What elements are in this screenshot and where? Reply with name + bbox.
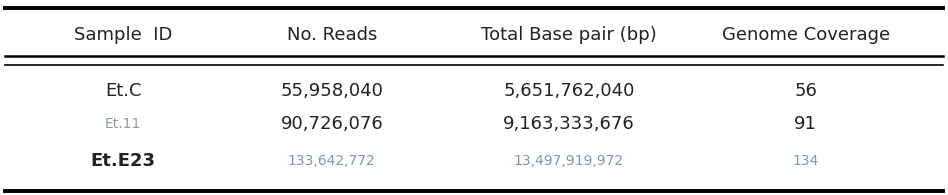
- Text: Total Base pair (bp): Total Base pair (bp): [481, 26, 657, 44]
- Text: 133,642,772: 133,642,772: [288, 154, 375, 168]
- Text: Et.E23: Et.E23: [91, 152, 155, 170]
- Text: Et.C: Et.C: [105, 82, 141, 100]
- Text: 134: 134: [793, 154, 819, 168]
- Text: 91: 91: [794, 115, 817, 133]
- Text: 90,726,076: 90,726,076: [281, 115, 383, 133]
- Text: 55,958,040: 55,958,040: [281, 82, 383, 100]
- Text: 13,497,919,972: 13,497,919,972: [514, 154, 624, 168]
- Text: No. Reads: No. Reads: [286, 26, 377, 44]
- Text: 9,163,333,676: 9,163,333,676: [503, 115, 634, 133]
- Text: Et.11: Et.11: [105, 117, 141, 131]
- Text: Sample  ID: Sample ID: [74, 26, 173, 44]
- Text: 5,651,762,040: 5,651,762,040: [503, 82, 634, 100]
- Text: Genome Coverage: Genome Coverage: [721, 26, 890, 44]
- Text: 56: 56: [794, 82, 817, 100]
